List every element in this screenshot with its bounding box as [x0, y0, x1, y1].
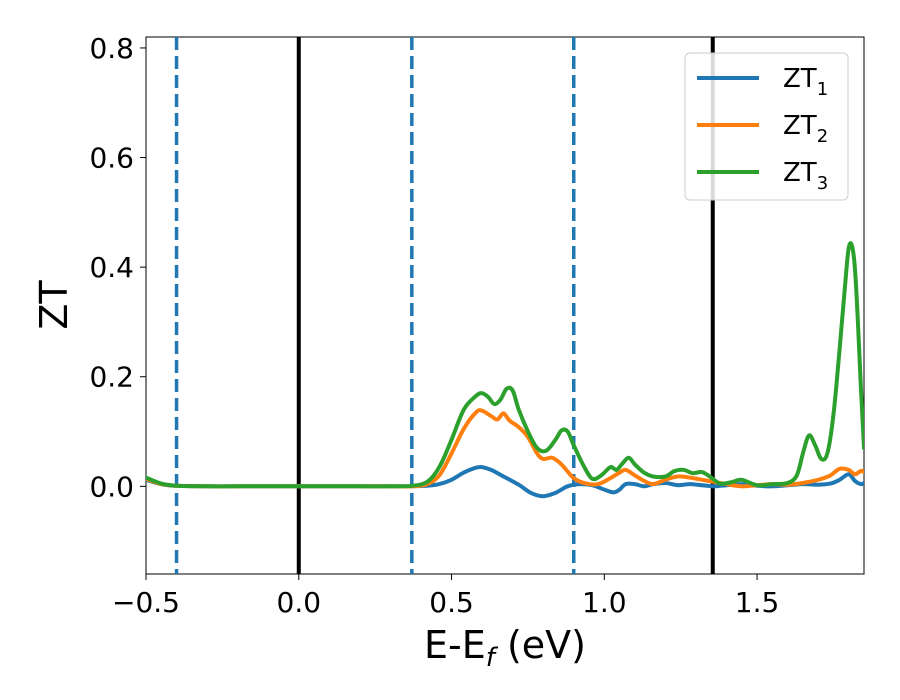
legend-box — [684, 52, 849, 201]
x-axis-title: E-Ef (eV) — [424, 623, 586, 673]
plot-frame — [145, 36, 865, 575]
series-line-zt3 — [146, 241, 864, 489]
y-tick-label: 0.8 — [89, 32, 134, 65]
y-axis-title: ZT — [32, 280, 76, 330]
x-tick-label: 1.0 — [582, 586, 627, 619]
legend-label-zt1: ZT1 — [783, 64, 828, 100]
y-tick-label: 0.6 — [89, 142, 134, 175]
legend: ZT1 ZT2 ZT3 — [684, 52, 849, 201]
y-tick-label: 0.4 — [89, 251, 134, 284]
x-axis-title-main: E-E — [424, 623, 486, 667]
reference-lines — [174, 37, 715, 574]
x-tick-label: 0.5 — [429, 586, 474, 619]
x-tick-label: −0.5 — [112, 586, 180, 619]
x-tick-label: 0.0 — [277, 586, 322, 619]
x-axis-ticks: −0.5 0.0 0.5 1.0 1.5 — [112, 574, 779, 619]
series-lines — [146, 241, 864, 499]
legend-label-zt3: ZT3 — [783, 158, 828, 194]
x-axis-title-unit: (eV) — [495, 623, 586, 667]
y-tick-label: 0.0 — [89, 470, 134, 503]
y-tick-label: 0.2 — [89, 361, 134, 394]
y-axis-ticks: 0.0 0.2 0.4 0.6 0.8 — [89, 32, 146, 503]
x-tick-label: 1.5 — [735, 586, 780, 619]
series-line-zt1 — [146, 464, 864, 499]
legend-label-zt2: ZT2 — [783, 111, 828, 147]
plot-area — [145, 36, 865, 575]
